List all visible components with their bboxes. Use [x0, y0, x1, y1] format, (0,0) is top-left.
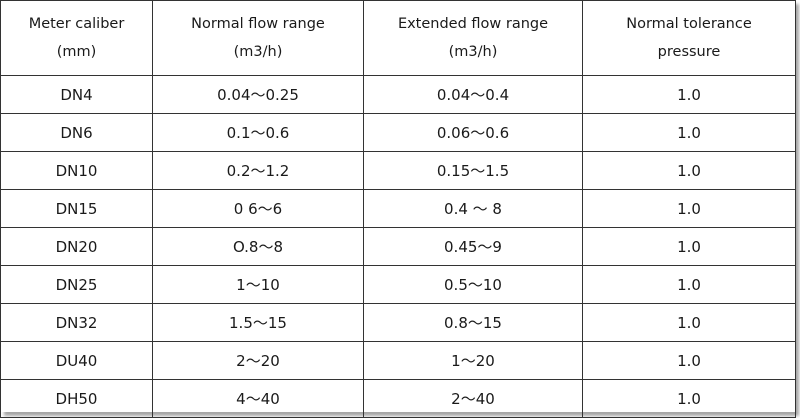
cell-normal-flow: 1〜10 [152, 265, 364, 304]
cell-pressure: 1.0 [582, 113, 796, 152]
cell-caliber: DN6 [0, 113, 153, 152]
cell-normal-flow: 0.04〜0.25 [152, 75, 364, 114]
header-normal-flow-range: Normal flow range (m3/h) [152, 0, 364, 76]
cell-caliber: DH50 [0, 379, 153, 418]
table-header-row: Meter caliber (mm) Normal flow range (m3/h… [0, 0, 796, 76]
cell-normal-flow: 0.2〜1.2 [152, 151, 364, 190]
cell-extended-flow: 0.04〜0.4 [363, 75, 583, 114]
cell-pressure: 1.0 [582, 227, 796, 266]
cell-caliber: DN20 [0, 227, 153, 266]
cell-pressure: 1.0 [582, 151, 796, 190]
cell-pressure: 1.0 [582, 341, 796, 380]
cell-extended-flow: 0.4 〜 8 [363, 189, 583, 228]
cell-pressure: 1.0 [582, 75, 796, 114]
cell-pressure: 1.0 [582, 303, 796, 342]
cell-caliber: DU40 [0, 341, 153, 380]
cell-caliber: DN4 [0, 75, 153, 114]
table-row: DN25 1〜10 0.5〜10 1.0 [0, 265, 796, 304]
table-row: DN15 0 6〜6 0.4 〜 8 1.0 [0, 189, 796, 228]
cell-pressure: 1.0 [582, 189, 796, 228]
header-extended-flow-range: Extended flow range (m3/h) [363, 0, 583, 76]
table-row: DN32 1.5〜15 0.8〜15 1.0 [0, 303, 796, 342]
cell-normal-flow: 0.1〜0.6 [152, 113, 364, 152]
cell-caliber: DN10 [0, 151, 153, 190]
cell-extended-flow: 0.5〜10 [363, 265, 583, 304]
cell-caliber: DN25 [0, 265, 153, 304]
cell-extended-flow: 0.06〜0.6 [363, 113, 583, 152]
cell-normal-flow: 4〜40 [152, 379, 364, 418]
cell-normal-flow: O.8〜8 [152, 227, 364, 266]
cell-normal-flow: 1.5〜15 [152, 303, 364, 342]
header-meter-caliber: Meter caliber (mm) [0, 0, 153, 76]
cell-normal-flow: 2〜20 [152, 341, 364, 380]
cell-extended-flow: 0.8〜15 [363, 303, 583, 342]
cell-extended-flow: 2〜40 [363, 379, 583, 418]
table-row: DN4 0.04〜0.25 0.04〜0.4 1.0 [0, 75, 796, 114]
table-row: DU40 2〜20 1〜20 1.0 [0, 341, 796, 380]
cell-extended-flow: 0.45〜9 [363, 227, 583, 266]
cell-caliber: DN32 [0, 303, 153, 342]
table-row: DN20 O.8〜8 0.45〜9 1.0 [0, 227, 796, 266]
cell-extended-flow: 0.15〜1.5 [363, 151, 583, 190]
cell-extended-flow: 1〜20 [363, 341, 583, 380]
cell-normal-flow: 0 6〜6 [152, 189, 364, 228]
cell-caliber: DN15 [0, 189, 153, 228]
header-normal-tolerance-pressure: Normal tolerance pressure [582, 0, 796, 76]
table-row: DN6 0.1〜0.6 0.06〜0.6 1.0 [0, 113, 796, 152]
table-row: DN10 0.2〜1.2 0.15〜1.5 1.0 [0, 151, 796, 190]
cell-pressure: 1.0 [582, 379, 796, 418]
table-row: DH50 4〜40 2〜40 1.0 [0, 379, 796, 418]
cell-pressure: 1.0 [582, 265, 796, 304]
